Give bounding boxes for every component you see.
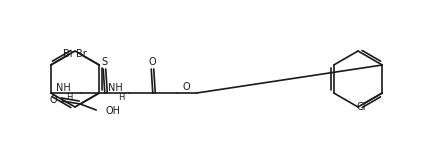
Text: OH: OH bbox=[105, 106, 120, 116]
Text: Br: Br bbox=[63, 49, 74, 59]
Text: H: H bbox=[66, 92, 73, 101]
Text: NH: NH bbox=[56, 83, 71, 93]
Text: O: O bbox=[183, 82, 190, 92]
Text: Br: Br bbox=[76, 49, 87, 59]
Text: O: O bbox=[148, 57, 156, 67]
Text: S: S bbox=[102, 57, 108, 67]
Text: H: H bbox=[118, 92, 125, 101]
Text: NH: NH bbox=[108, 83, 123, 93]
Text: O: O bbox=[49, 95, 57, 105]
Text: Cl: Cl bbox=[355, 102, 365, 112]
